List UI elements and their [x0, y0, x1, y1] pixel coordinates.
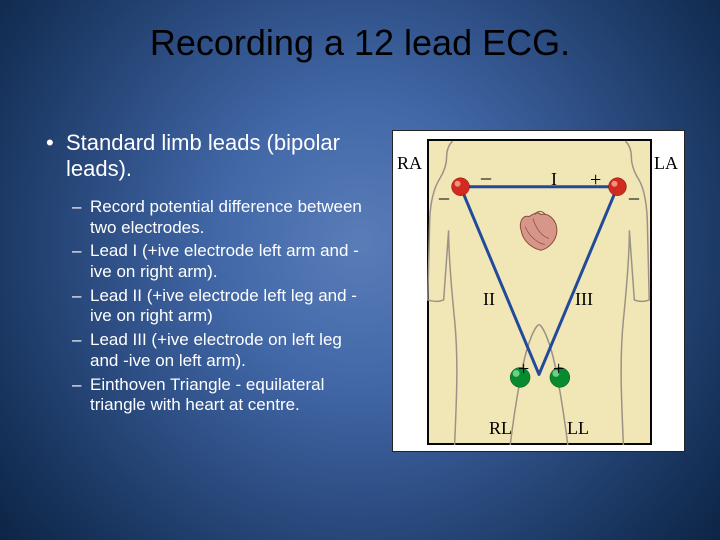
heart-icon — [520, 212, 556, 251]
sub-bullet: Lead III (+ive electrode on left leg and… — [44, 330, 364, 371]
lead-2-label: II — [483, 289, 495, 310]
content-block: Standard limb leads (bipolar leads). Rec… — [44, 130, 364, 419]
sub-bullet: Lead II (+ive electrode left leg and -iv… — [44, 286, 364, 327]
polarity-plus: + — [553, 358, 564, 381]
label-rl: RL — [489, 418, 512, 439]
electrode-ra — [452, 178, 470, 196]
polarity-plus: + — [518, 358, 529, 381]
electrode-ra-highlight — [455, 181, 461, 187]
einthoven-figure: RA LA RL LL _ + _ _ + + I II III — [392, 130, 685, 452]
sub-bullet: Record potential difference between two … — [44, 197, 364, 238]
polarity-minus: _ — [481, 160, 491, 183]
lead-3-label: III — [575, 289, 593, 310]
figure-svg — [393, 131, 684, 451]
label-ll: LL — [567, 418, 589, 439]
slide: Recording a 12 lead ECG. Standard limb l… — [0, 0, 720, 540]
electrode-la-highlight — [611, 181, 617, 187]
label-la: LA — [654, 153, 678, 174]
main-bullet: Standard limb leads (bipolar leads). — [44, 130, 364, 183]
polarity-plus: + — [590, 169, 601, 192]
sub-bullet: Einthoven Triangle - equilateral triangl… — [44, 375, 364, 416]
polarity-minus: _ — [629, 180, 639, 203]
slide-title: Recording a 12 lead ECG. — [0, 22, 720, 64]
label-ra: RA — [397, 153, 422, 174]
sub-bullet: Lead I (+ive electrode left arm and -ive… — [44, 241, 364, 282]
electrode-la — [609, 178, 627, 196]
lead-1-label: I — [551, 169, 557, 190]
polarity-minus: _ — [439, 180, 449, 203]
